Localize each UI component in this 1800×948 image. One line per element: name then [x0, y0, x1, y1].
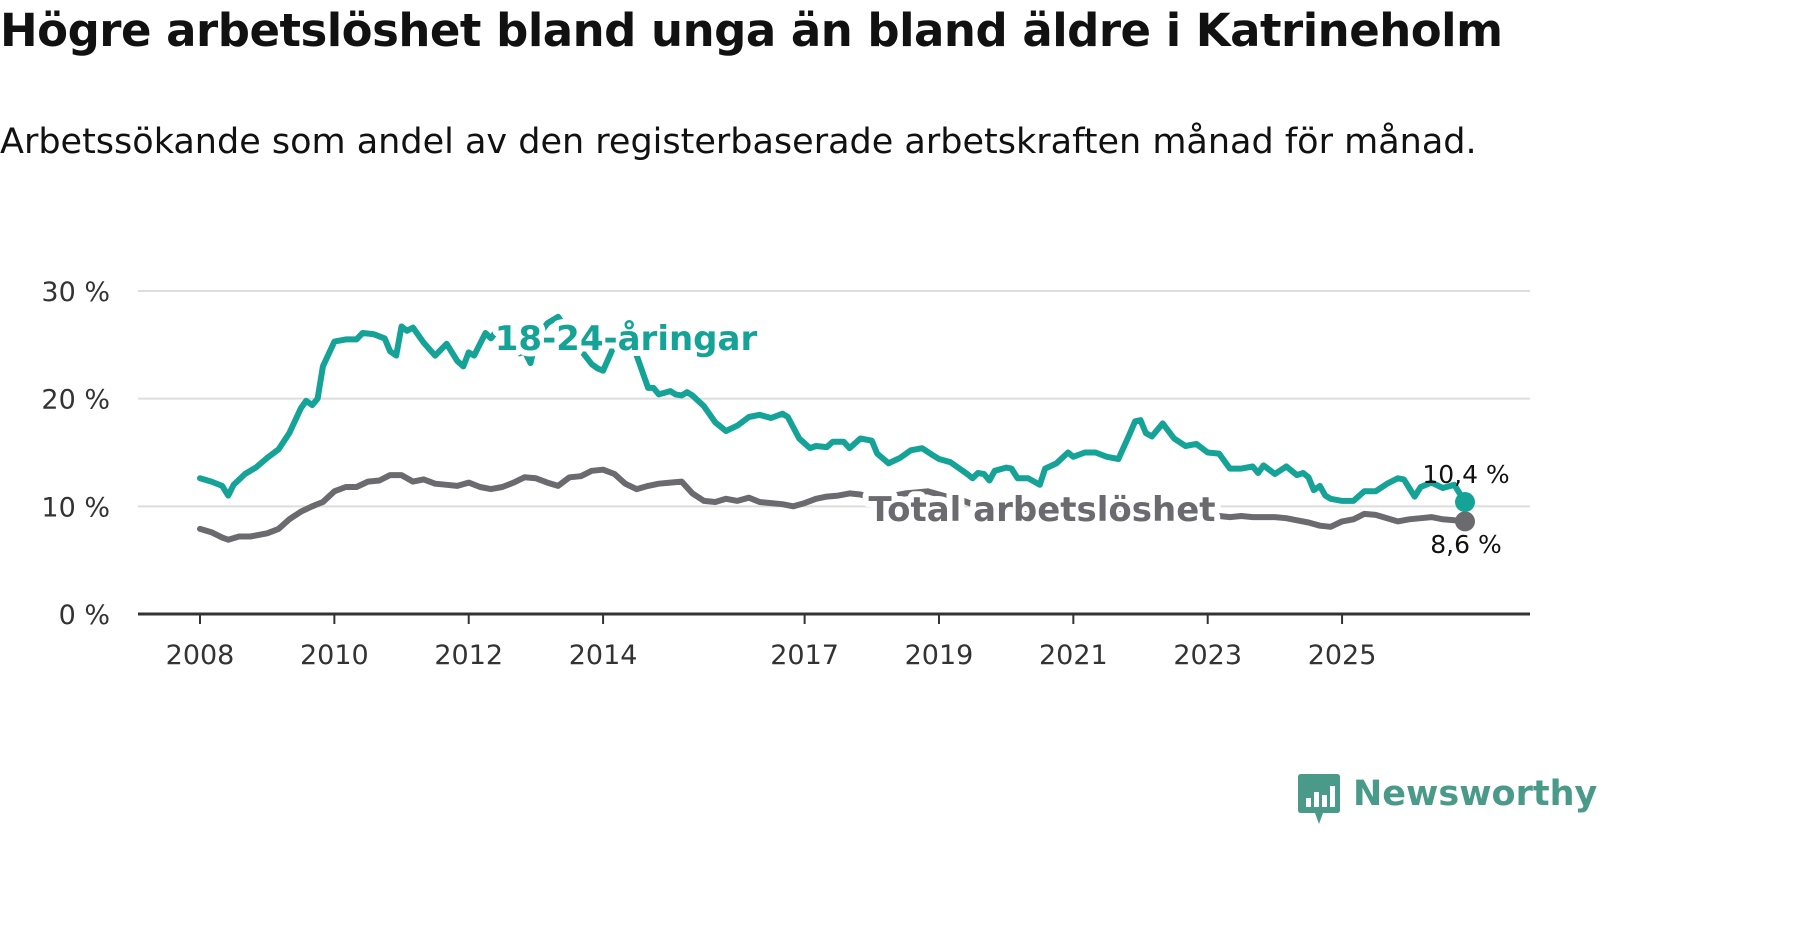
x-tick-label: 2025 [1308, 640, 1377, 671]
x-tick-label: 2017 [770, 640, 839, 671]
grid-lines [138, 290, 1530, 508]
series-lines [197, 313, 1468, 543]
chart-title: Högre arbetslöshet bland unga än bland ä… [0, 4, 1503, 57]
bar-chart-bubble-icon [1298, 774, 1340, 824]
end-value-label-total: 8,6 % [1430, 530, 1501, 559]
brand-name: Newsworthy [1353, 774, 1598, 814]
end-marker-total [1455, 511, 1475, 532]
x-tick-label: 2023 [1173, 640, 1242, 671]
end-markers [1455, 492, 1475, 532]
x-tick-label: 2010 [300, 640, 369, 671]
x-tick-label: 2014 [569, 640, 638, 671]
x-axis-tick-labels: 2008 2010 2012 2014 2017 2019 2021 2023 2025 [166, 614, 1377, 671]
y-tick-label: 10 % [41, 492, 110, 523]
series-label-18-24: 18-24-åringar [495, 319, 758, 359]
y-tick-label: 0 % [59, 600, 110, 631]
y-axis-tick-labels: 0 % 10 % 20 % 30 % [41, 277, 110, 631]
series-label-total: Total arbetslöshet [868, 490, 1215, 530]
y-tick-label: 20 % [41, 385, 110, 416]
chart-subtitle: Arbetssökande som andel av den registerb… [0, 122, 1477, 162]
y-tick-label: 30 % [41, 277, 110, 308]
series-labels: 18-24-åringar Total arbetslöshet 10,4 % … [489, 313, 1510, 559]
series-line-18-24 [197, 313, 1468, 505]
end-value-label-18-24: 10,4 % [1422, 460, 1509, 489]
series-line-total [197, 466, 1468, 543]
newsworthy-logo: Newsworthy [1297, 772, 1597, 828]
x-tick-label: 2019 [905, 640, 974, 671]
end-marker-18-24 [1455, 492, 1475, 513]
line-chart: 0 % 10 % 20 % 30 % 2008 2010 2012 2014 2017 2019… [41, 277, 1530, 671]
x-tick-label: 2021 [1039, 640, 1108, 671]
x-tick-label: 2008 [166, 640, 235, 671]
x-tick-label: 2012 [434, 640, 503, 671]
